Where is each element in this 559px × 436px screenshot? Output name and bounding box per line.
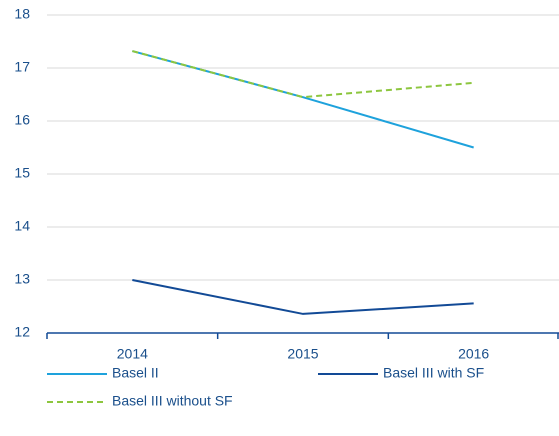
y-tick-label: 15 bbox=[14, 165, 30, 181]
series-line bbox=[132, 50, 474, 99]
legend-label: Basel III without SF bbox=[112, 393, 233, 409]
y-tick-label: 18 bbox=[14, 6, 30, 22]
y-tick-label: 14 bbox=[14, 218, 30, 234]
y-tick-label: 17 bbox=[14, 59, 30, 75]
x-tick-label: 2015 bbox=[287, 346, 318, 362]
series-line bbox=[132, 50, 474, 149]
y-tick-label: 13 bbox=[14, 271, 30, 287]
y-tick-label: 12 bbox=[14, 324, 30, 340]
series-line bbox=[132, 279, 474, 315]
x-tick-label: 2016 bbox=[458, 346, 489, 362]
y-tick-label: 16 bbox=[14, 112, 30, 128]
x-tick-label: 2014 bbox=[117, 346, 148, 362]
legend-label: Basel III with SF bbox=[383, 365, 484, 381]
legend-label: Basel II bbox=[112, 365, 159, 381]
